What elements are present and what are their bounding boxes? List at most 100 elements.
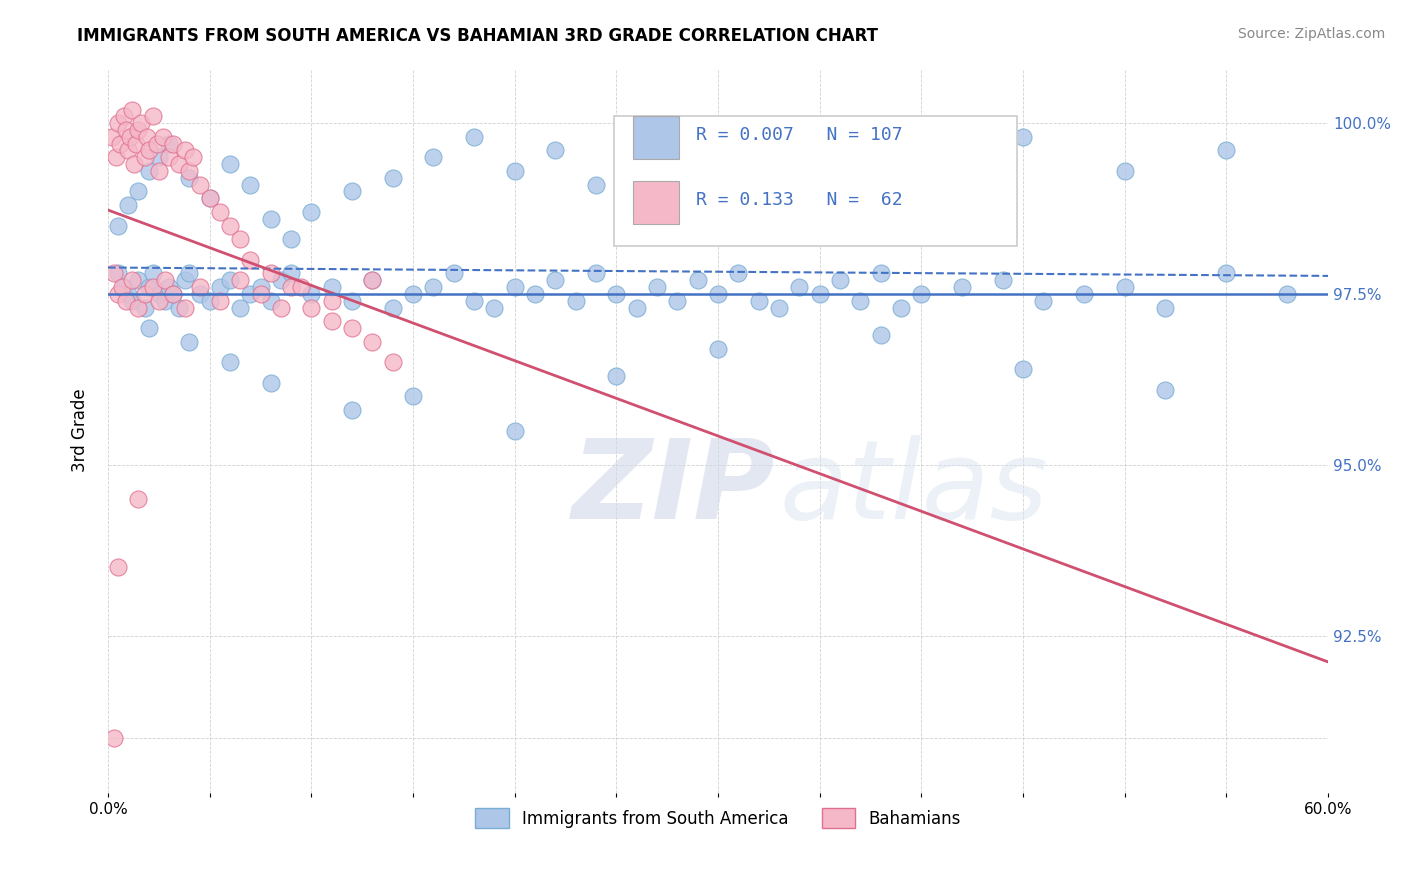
Point bbox=[219, 273, 242, 287]
Text: ZIP: ZIP bbox=[572, 435, 775, 542]
Point bbox=[219, 355, 242, 369]
Point bbox=[107, 116, 129, 130]
Point bbox=[260, 376, 283, 390]
Text: R = 0.133   N =  62: R = 0.133 N = 62 bbox=[696, 191, 903, 210]
Point bbox=[1073, 287, 1095, 301]
Point bbox=[1215, 144, 1237, 158]
Point bbox=[890, 301, 912, 315]
Point bbox=[112, 109, 135, 123]
Point bbox=[239, 178, 262, 192]
Point bbox=[188, 178, 211, 192]
Point bbox=[260, 293, 283, 308]
Point bbox=[229, 232, 252, 246]
Point bbox=[270, 273, 292, 287]
Point bbox=[174, 301, 197, 315]
Point bbox=[138, 164, 160, 178]
Point bbox=[148, 287, 170, 301]
Point bbox=[208, 205, 231, 219]
Point bbox=[107, 560, 129, 574]
Point bbox=[108, 136, 131, 151]
Point bbox=[188, 287, 211, 301]
Point bbox=[157, 150, 180, 164]
Point bbox=[280, 267, 302, 281]
Point bbox=[585, 267, 607, 281]
Point bbox=[128, 273, 150, 287]
Point bbox=[361, 334, 384, 349]
Point bbox=[135, 129, 157, 144]
Point bbox=[188, 280, 211, 294]
Point bbox=[503, 280, 526, 294]
Point bbox=[768, 301, 790, 315]
Point bbox=[138, 321, 160, 335]
Point bbox=[198, 293, 221, 308]
Point bbox=[402, 389, 425, 403]
Point bbox=[869, 328, 891, 343]
Point bbox=[321, 314, 343, 328]
Point bbox=[179, 267, 201, 281]
Point bbox=[142, 109, 165, 123]
Point bbox=[153, 293, 176, 308]
Point bbox=[340, 293, 363, 308]
Legend: Immigrants from South America, Bahamians: Immigrants from South America, Bahamians bbox=[468, 801, 967, 835]
Point bbox=[142, 280, 165, 294]
Point bbox=[1114, 164, 1136, 178]
Point bbox=[910, 150, 932, 164]
Point bbox=[121, 293, 143, 308]
Point bbox=[103, 731, 125, 745]
Point bbox=[910, 287, 932, 301]
Point bbox=[105, 150, 128, 164]
Point bbox=[950, 280, 973, 294]
Point bbox=[125, 136, 148, 151]
Point bbox=[585, 178, 607, 192]
Point bbox=[299, 301, 322, 315]
Point bbox=[120, 129, 142, 144]
Point bbox=[179, 334, 201, 349]
Point bbox=[157, 136, 180, 151]
Point bbox=[544, 273, 567, 287]
Point bbox=[299, 205, 322, 219]
Point bbox=[1215, 267, 1237, 281]
Point bbox=[128, 491, 150, 506]
Point bbox=[162, 287, 184, 301]
Point bbox=[117, 198, 139, 212]
FancyBboxPatch shape bbox=[633, 181, 679, 224]
Point bbox=[422, 280, 444, 294]
Point bbox=[422, 150, 444, 164]
Point bbox=[239, 252, 262, 267]
Point bbox=[229, 301, 252, 315]
Point bbox=[128, 123, 150, 137]
Point bbox=[121, 103, 143, 117]
Point bbox=[148, 164, 170, 178]
Point bbox=[808, 170, 831, 185]
Point bbox=[1032, 293, 1054, 308]
Point bbox=[1277, 287, 1299, 301]
Point bbox=[381, 170, 404, 185]
Point bbox=[121, 273, 143, 287]
Point bbox=[142, 267, 165, 281]
Point bbox=[626, 301, 648, 315]
Point bbox=[198, 191, 221, 205]
FancyBboxPatch shape bbox=[614, 116, 1017, 246]
Point bbox=[808, 287, 831, 301]
Point bbox=[179, 170, 201, 185]
Point bbox=[117, 287, 139, 301]
Point bbox=[208, 280, 231, 294]
Point bbox=[321, 280, 343, 294]
Point bbox=[148, 150, 170, 164]
Point bbox=[991, 273, 1014, 287]
Point bbox=[107, 287, 129, 301]
Point bbox=[260, 267, 283, 281]
Point bbox=[208, 293, 231, 308]
Point bbox=[666, 185, 689, 199]
Point bbox=[111, 280, 134, 294]
Point bbox=[107, 267, 129, 281]
Point bbox=[727, 267, 749, 281]
Point bbox=[381, 301, 404, 315]
Point bbox=[707, 287, 730, 301]
Point bbox=[146, 136, 169, 151]
Point bbox=[686, 273, 709, 287]
Point bbox=[828, 273, 851, 287]
Point bbox=[544, 144, 567, 158]
Point bbox=[112, 280, 135, 294]
Point bbox=[249, 280, 271, 294]
